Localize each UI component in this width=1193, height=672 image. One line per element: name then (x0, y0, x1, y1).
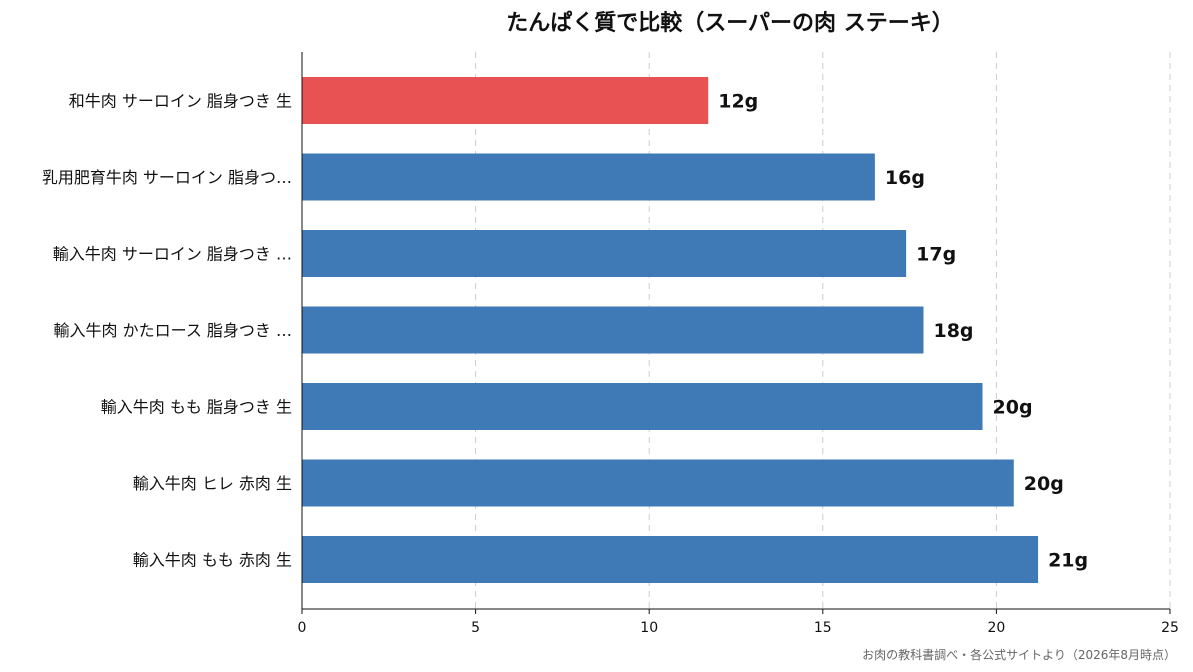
category-label: 乳用肥育牛肉 サーロイン 脂身つ… (42, 168, 292, 187)
x-tick-label: 25 (1161, 620, 1179, 636)
chart-title: たんぱく質で比較（スーパーの肉 ステーキ） (506, 10, 953, 36)
bar (302, 536, 1039, 583)
value-label: 17g (916, 244, 956, 266)
value-label: 20g (993, 397, 1033, 419)
value-label: 16g (885, 167, 925, 189)
x-tick-label: 15 (814, 620, 832, 636)
source-note: お肉の教科書調べ・各公式サイトより（2026年8月時点） (862, 647, 1176, 662)
category-label: 輸入牛肉 ヒレ 赤肉 生 (133, 474, 292, 493)
value-label: 12g (718, 91, 758, 113)
x-tick-label: 0 (298, 620, 307, 636)
value-label: 20g (1024, 473, 1064, 495)
bar (302, 306, 924, 354)
category-label: 輸入牛肉 もも 脂身つき 生 (101, 398, 292, 417)
bar (302, 77, 709, 124)
bar (302, 153, 875, 201)
x-tick-label: 20 (987, 620, 1005, 636)
value-label: 21g (1048, 550, 1088, 572)
bars: 12g 16g 17g 18g 20g 20g 21g (302, 77, 1088, 583)
x-tick-label: 10 (640, 620, 658, 636)
category-label: 和牛肉 サーロイン 脂身つき 生 (69, 92, 292, 111)
x-axis: 0 5 10 15 20 25 (298, 608, 1179, 636)
value-label: 18g (933, 320, 973, 342)
x-tick-label: 5 (471, 620, 480, 636)
category-label: 輸入牛肉 サーロイン 脂身つき … (53, 245, 292, 264)
bar (302, 383, 983, 430)
category-label: 輸入牛肉 もも 赤肉 生 (133, 551, 292, 570)
bar (302, 459, 1014, 507)
bar (302, 230, 907, 277)
category-label: 輸入牛肉 かたロース 脂身つき … (54, 321, 292, 340)
